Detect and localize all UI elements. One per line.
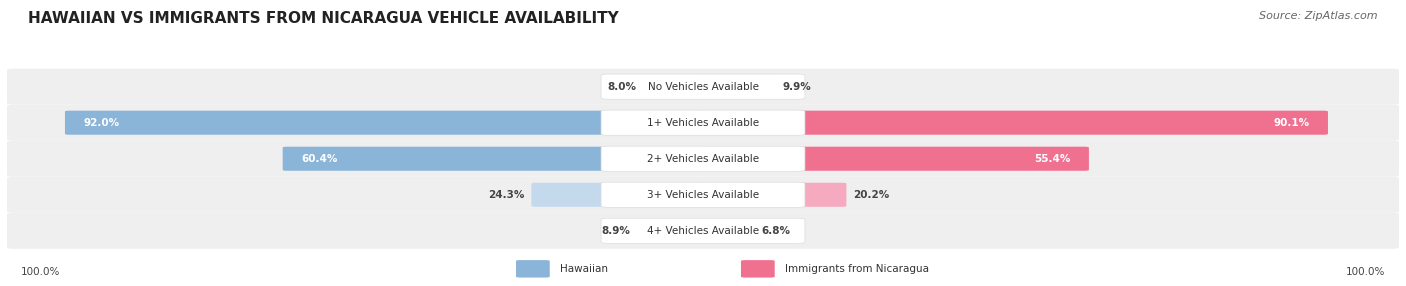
Text: 55.4%: 55.4% (1035, 154, 1070, 164)
Text: 100.0%: 100.0% (1346, 267, 1385, 277)
FancyBboxPatch shape (283, 147, 707, 171)
Text: Hawaiian: Hawaiian (560, 264, 607, 274)
Text: 1+ Vehicles Available: 1+ Vehicles Available (647, 118, 759, 128)
FancyBboxPatch shape (602, 218, 806, 243)
Text: HAWAIIAN VS IMMIGRANTS FROM NICARAGUA VEHICLE AVAILABILITY: HAWAIIAN VS IMMIGRANTS FROM NICARAGUA VE… (28, 11, 619, 26)
FancyBboxPatch shape (699, 111, 1327, 135)
FancyBboxPatch shape (699, 147, 1088, 171)
Text: 100.0%: 100.0% (21, 267, 60, 277)
Text: 24.3%: 24.3% (488, 190, 524, 200)
FancyBboxPatch shape (602, 146, 806, 171)
Text: 92.0%: 92.0% (83, 118, 120, 128)
Text: Source: ZipAtlas.com: Source: ZipAtlas.com (1260, 11, 1378, 21)
Text: 4+ Vehicles Available: 4+ Vehicles Available (647, 226, 759, 236)
Text: Immigrants from Nicaragua: Immigrants from Nicaragua (785, 264, 928, 274)
FancyBboxPatch shape (7, 177, 1399, 213)
FancyBboxPatch shape (644, 75, 707, 99)
FancyBboxPatch shape (602, 74, 806, 99)
FancyBboxPatch shape (7, 141, 1399, 177)
Text: 60.4%: 60.4% (301, 154, 337, 164)
Text: 8.9%: 8.9% (602, 226, 630, 236)
Text: 9.9%: 9.9% (783, 82, 811, 92)
FancyBboxPatch shape (699, 183, 846, 207)
Text: No Vehicles Available: No Vehicles Available (648, 82, 758, 92)
Text: 20.2%: 20.2% (853, 190, 890, 200)
FancyBboxPatch shape (699, 219, 754, 243)
Text: 2+ Vehicles Available: 2+ Vehicles Available (647, 154, 759, 164)
Text: 3+ Vehicles Available: 3+ Vehicles Available (647, 190, 759, 200)
FancyBboxPatch shape (531, 183, 707, 207)
FancyBboxPatch shape (602, 182, 806, 207)
Text: 6.8%: 6.8% (761, 226, 790, 236)
FancyBboxPatch shape (516, 260, 550, 277)
FancyBboxPatch shape (7, 105, 1399, 141)
FancyBboxPatch shape (637, 219, 707, 243)
FancyBboxPatch shape (741, 260, 775, 277)
FancyBboxPatch shape (65, 111, 707, 135)
FancyBboxPatch shape (699, 75, 776, 99)
FancyBboxPatch shape (7, 213, 1399, 249)
Text: 8.0%: 8.0% (607, 82, 637, 92)
Text: 90.1%: 90.1% (1274, 118, 1309, 128)
FancyBboxPatch shape (7, 69, 1399, 105)
FancyBboxPatch shape (602, 110, 806, 135)
